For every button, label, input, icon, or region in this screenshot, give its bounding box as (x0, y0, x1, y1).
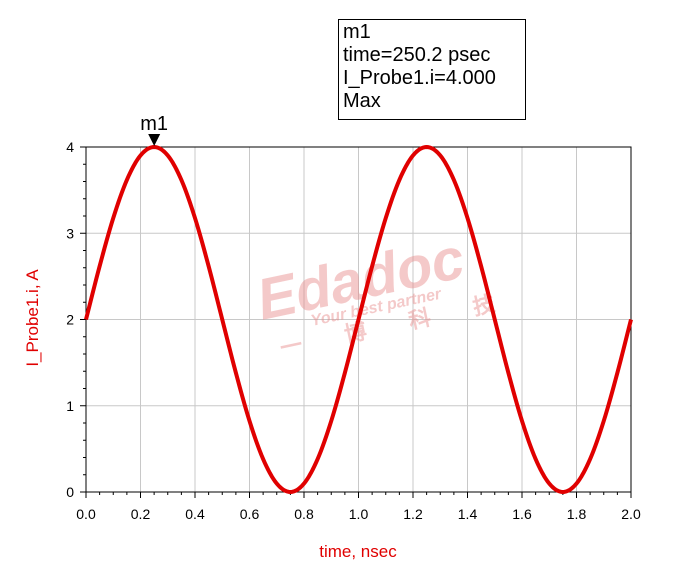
series-line (84, 145, 633, 494)
x-axis-label: time, nsec (319, 542, 397, 561)
y-tick-label: 1 (66, 398, 74, 414)
x-tick-label: 0.8 (294, 506, 314, 522)
x-tick-label: 0.4 (185, 506, 205, 522)
tick-labels: 0.0 0.2 0.4 0.6 0.8 1.0 1.2 1.4 1.6 1.8 2.0 0 1 2 3 4 (66, 139, 641, 522)
x-tick-label: 0.2 (131, 506, 151, 522)
y-tick-label: 4 (66, 139, 74, 155)
x-tick-label: 1.2 (403, 506, 423, 522)
x-tick-label: 1.6 (512, 506, 532, 522)
marker-triangle-icon (148, 134, 161, 146)
series-layer (84, 145, 633, 494)
x-tick-label: 1.0 (349, 506, 369, 522)
y-tick-label: 0 (66, 484, 74, 500)
marker-readout-box[interactable]: m1 time=250.2 psec I_Probe1.i=4.000 Max (338, 19, 526, 120)
marker-label: m1 (140, 113, 168, 135)
x-tick-label: 1.4 (458, 506, 478, 522)
x-tick-label: 0.0 (76, 506, 96, 522)
x-tick-label: 0.6 (240, 506, 260, 522)
marker-readout-mode: Max (343, 90, 381, 112)
marker-layer[interactable]: m1 (140, 113, 168, 146)
x-tick-label: 1.8 (567, 506, 587, 522)
y-axis-label: I_Probe1.i, A (23, 269, 42, 367)
marker-readout-time: time=250.2 psec (343, 44, 491, 66)
y-tick-label: 2 (66, 312, 74, 328)
marker-readout-value: I_Probe1.i=4.000 (343, 67, 496, 89)
y-tick-label: 3 (66, 225, 74, 241)
marker-readout-name: m1 (343, 21, 371, 43)
x-tick-label: 2.0 (621, 506, 641, 522)
